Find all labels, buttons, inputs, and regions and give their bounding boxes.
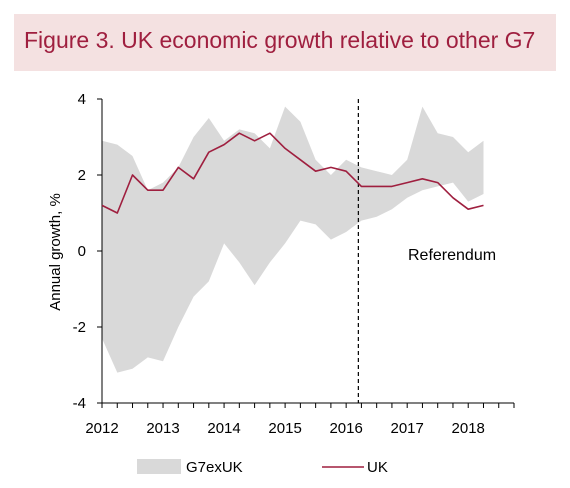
- g7exuk-range-band: [102, 106, 484, 373]
- y-tick-label: 4: [78, 91, 86, 108]
- x-tick-label: 2017: [390, 420, 423, 437]
- x-tick-label: 2016: [329, 420, 362, 437]
- figure-title: Figure 3. UK economic growth relative to…: [24, 27, 536, 53]
- x-tick-label: 2013: [146, 420, 179, 437]
- y-tick-label: -2: [73, 319, 86, 336]
- legend-label-uk: UK: [367, 459, 388, 476]
- y-axis-label: Annual growth, %: [47, 193, 64, 311]
- x-tick-label: 2014: [207, 420, 240, 437]
- y-tick-label: 2: [78, 167, 86, 184]
- y-tick-label: 0: [78, 243, 86, 260]
- x-tick-label: 2012: [85, 420, 118, 437]
- legend-swatch-g7exuk: [137, 459, 181, 474]
- referendum-label: Referendum: [408, 247, 496, 264]
- uk-growth-line: [101, 132, 484, 214]
- legend-label-g7exuk: G7exUK: [186, 459, 243, 476]
- x-tick-label: 2015: [268, 420, 301, 437]
- figure-title-bar: Figure 3. UK economic growth relative to…: [14, 14, 556, 71]
- y-tick-label: -4: [73, 395, 86, 412]
- x-tick-label: 2018: [452, 420, 485, 437]
